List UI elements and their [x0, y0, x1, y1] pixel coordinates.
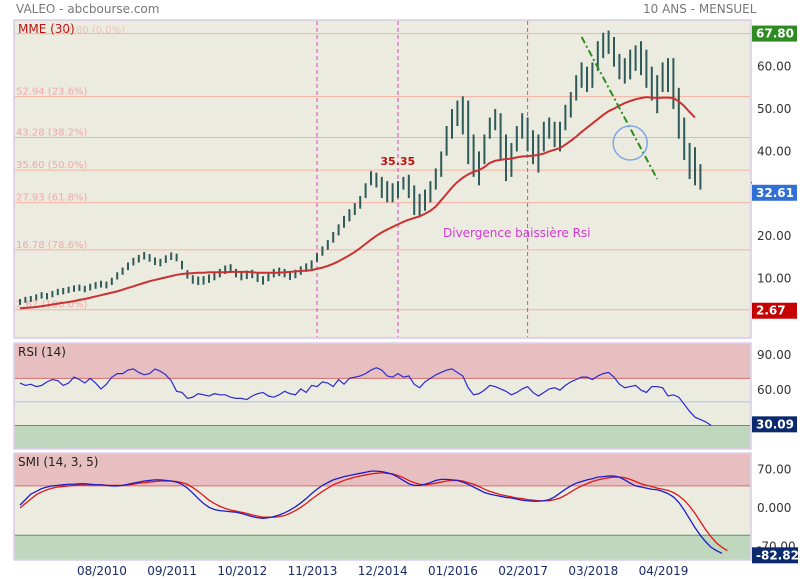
- price-high-badge: 67.80: [756, 27, 794, 41]
- rsi-oversold-zone: [15, 425, 750, 448]
- rsi-y-tick: 60.00: [757, 383, 791, 397]
- mme-line: [19, 96, 696, 310]
- smi-legend: SMI (14, 3, 5): [18, 455, 98, 469]
- smi-y-tick: 0.000: [757, 501, 791, 515]
- x-axis-label: 01/2016: [428, 564, 478, 578]
- price-y-tick: 50.00: [757, 102, 791, 116]
- fib-label: 43.28 (38.2%): [16, 128, 87, 139]
- price-y-tick: 10.00: [757, 272, 791, 286]
- chart-timeframe: 10 ANS - MENSUEL: [643, 2, 757, 16]
- smi-overbought-zone: [15, 454, 750, 486]
- price-low-badge: 2.67: [756, 304, 786, 318]
- x-axis-label: 10/2012: [217, 564, 267, 578]
- smi-oversold-zone: [15, 535, 750, 559]
- x-axis-label: 11/2013: [288, 564, 338, 578]
- price-y-tick: 20.00: [757, 229, 791, 243]
- breakout-circle: [612, 125, 648, 161]
- current-price-badge-bg: [752, 184, 797, 201]
- peak-label: 35.35: [380, 155, 415, 168]
- rsi-value-badge-bg: [752, 416, 797, 433]
- price-low-badge-bg: [752, 302, 797, 319]
- fib-label: 16.78 (78.6%): [16, 240, 87, 251]
- x-axis-label: 09/2011: [147, 564, 197, 578]
- downtrend-line: [580, 36, 659, 180]
- fib-label: 52.94 (23.6%): [16, 87, 87, 98]
- rsi-value-badge: 30.09: [756, 417, 794, 431]
- price-y-tick: 40.00: [757, 144, 791, 158]
- rsi-legend: RSI (14): [18, 345, 66, 359]
- mme-legend: MME (30): [18, 22, 75, 36]
- fib-label: 35.60 (50.0%): [16, 160, 87, 171]
- rsi-line: [19, 367, 712, 426]
- x-axis-label: 12/2014: [358, 564, 408, 578]
- x-axis-label: 08/2010: [77, 564, 127, 578]
- x-axis-label: 02/2017: [498, 564, 548, 578]
- x-axis-label: 03/2018: [568, 564, 618, 578]
- smi-value-badge-bg: [752, 547, 798, 564]
- chart-title: VALEO - abcbourse.com: [16, 2, 160, 16]
- current-price-badge: 32.61: [756, 186, 794, 200]
- smi-signal-line: [19, 472, 728, 552]
- rsi-overbought-zone: [15, 344, 750, 379]
- x-axis-label: 04/2019: [639, 564, 689, 578]
- fib-label: 67.80 (0.0%): [60, 25, 125, 36]
- rsi-y-tick: 90.00: [757, 348, 791, 362]
- smi-value-badge: -82.82: [756, 548, 799, 562]
- smi-y-tick: 70.00: [757, 462, 791, 476]
- fib-label: 27.93 (61.8%): [16, 193, 87, 204]
- smi-main-line: [19, 470, 723, 554]
- price-y-tick: 60.00: [757, 60, 791, 74]
- price-high-badge-bg: [752, 25, 797, 42]
- divergence-label: Divergence baissière Rsi: [443, 226, 591, 240]
